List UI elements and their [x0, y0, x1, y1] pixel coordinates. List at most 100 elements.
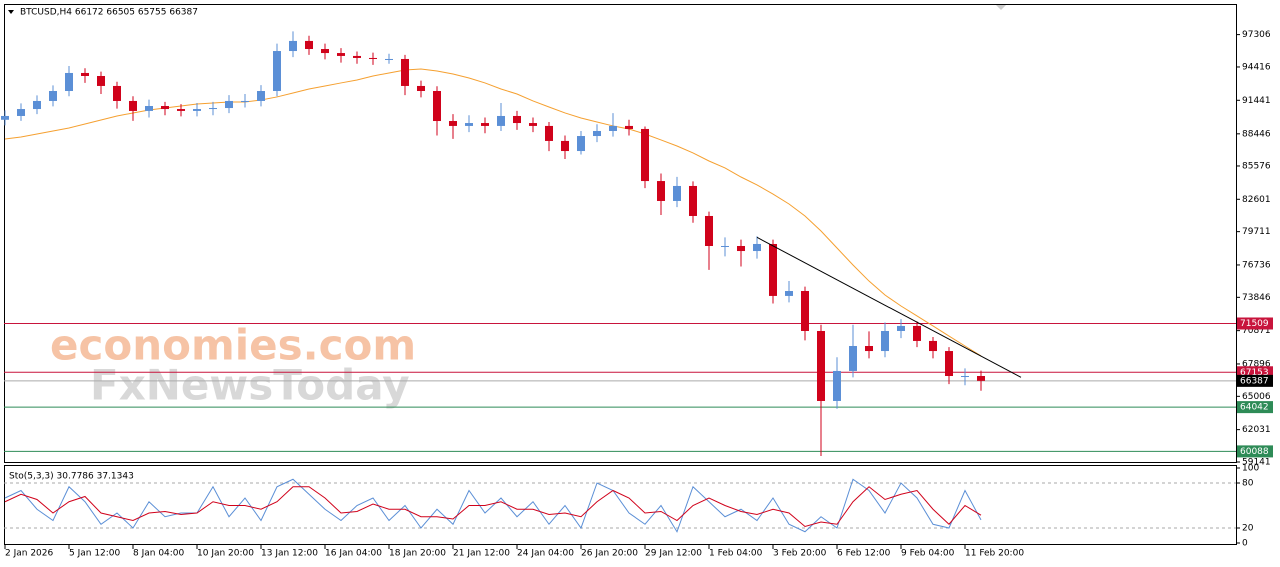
candle-body	[977, 376, 985, 381]
x-tick-label: 6 Feb 12:00	[837, 549, 891, 559]
candle-body	[737, 245, 745, 252]
stoch-frame	[4, 465, 1237, 545]
trendline	[756, 236, 1022, 378]
candle-body	[721, 245, 729, 247]
x-tick-label: 11 Feb 20:00	[965, 549, 1024, 559]
candle-body	[417, 85, 425, 92]
x-tick-label: 8 Jan 04:00	[133, 549, 185, 559]
candle-body	[337, 53, 345, 56]
candle-body	[465, 123, 473, 126]
y-tick-label: 79711	[1242, 227, 1271, 237]
x-tick-label: 13 Jan 12:00	[261, 549, 318, 559]
candle-body	[769, 243, 777, 296]
level-label: 60088	[1240, 447, 1269, 457]
x-tick-label: 16 Jan 04:00	[325, 549, 382, 559]
candle-body	[113, 85, 121, 101]
candle-body	[657, 181, 665, 201]
candle-body	[641, 128, 649, 182]
candle-body	[241, 100, 249, 102]
candle-body	[513, 115, 521, 124]
y-tick-label: 97306	[1242, 30, 1271, 40]
shift-marker	[996, 5, 1006, 10]
candle-body	[129, 100, 137, 111]
stoch-line	[4, 478, 982, 533]
candle-body	[401, 58, 409, 86]
candle-body	[145, 106, 153, 111]
chart-title: BTCUSD,H4 66172 66505 65755 66387	[20, 8, 198, 18]
y-tick-label: 67896	[1242, 359, 1271, 369]
x-tick-label: 29 Jan 12:00	[645, 549, 702, 559]
level-label: 66387	[1240, 376, 1269, 386]
level-label-box	[1237, 317, 1273, 330]
candle-body	[369, 57, 377, 59]
candle-body	[833, 370, 841, 401]
candle-body	[1, 115, 9, 120]
candle-body	[81, 72, 89, 76]
stoch-line	[4, 486, 982, 528]
level-label-box	[1237, 401, 1273, 414]
candle-body	[865, 345, 873, 352]
level-label-box	[1237, 374, 1273, 387]
candle-body	[353, 55, 361, 58]
x-tick-label: 9 Feb 04:00	[901, 549, 955, 559]
candle-body	[321, 49, 329, 54]
x-tick-label: 26 Jan 20:00	[581, 549, 638, 559]
candle-body	[177, 109, 185, 111]
candle-body	[225, 100, 233, 109]
candle-body	[529, 123, 537, 126]
y-tick-label: 94416	[1242, 62, 1271, 72]
candle-body	[817, 330, 825, 401]
candle-body	[545, 125, 553, 141]
candle-body	[577, 136, 585, 152]
y-tick-label: 65006	[1242, 392, 1271, 402]
y-tick-label: 70871	[1242, 326, 1271, 336]
y-tick-label: 76736	[1242, 260, 1271, 270]
x-tick-label: 21 Jan 12:00	[453, 549, 510, 559]
candle-body	[561, 140, 569, 152]
y-tick-label: 100	[1242, 464, 1259, 474]
y-tick-label: 88446	[1242, 129, 1271, 139]
candle-body	[49, 91, 57, 101]
x-tick-label: 24 Jan 04:00	[517, 549, 574, 559]
candle-body	[449, 121, 457, 126]
candle-body	[897, 325, 905, 331]
y-tick-label: 73846	[1242, 293, 1271, 303]
candle-body	[17, 109, 25, 116]
candle-body	[481, 123, 489, 126]
x-tick-label: 5 Jan 12:00	[69, 549, 121, 559]
candle-body	[785, 291, 793, 296]
candle-body	[753, 243, 761, 252]
y-tick-label: 82601	[1242, 195, 1271, 205]
x-tick-label: 3 Feb 20:00	[773, 549, 827, 559]
candle-body	[209, 108, 217, 110]
candle-body	[609, 125, 617, 131]
level-label: 71509	[1240, 319, 1269, 329]
candle-body	[961, 376, 969, 378]
x-tick-label: 10 Jan 20:00	[197, 549, 254, 559]
candle-body	[385, 58, 393, 60]
main-frame	[4, 4, 1237, 463]
candle-body	[273, 51, 281, 92]
candle-body	[705, 215, 713, 246]
watermark: FxNewsToday	[90, 361, 410, 410]
candle-body	[497, 115, 505, 126]
candle-body	[913, 325, 921, 341]
y-tick-label: 85576	[1242, 161, 1271, 171]
y-tick-label: 59141	[1242, 458, 1271, 468]
menu-arrow[interactable]	[8, 10, 14, 14]
candle-body	[849, 345, 857, 371]
y-tick-label: 62031	[1242, 425, 1271, 435]
candle-body	[257, 91, 265, 101]
candle-body	[945, 351, 953, 377]
candle-body	[305, 40, 313, 50]
y-tick-label: 20	[1242, 524, 1254, 534]
candle-body	[689, 185, 697, 216]
watermark: economies.com	[50, 321, 416, 370]
candle-body	[593, 130, 601, 137]
level-label: 67153	[1240, 368, 1269, 378]
candle-body	[625, 125, 633, 129]
candle-body	[433, 91, 441, 122]
candle-body	[33, 100, 41, 110]
